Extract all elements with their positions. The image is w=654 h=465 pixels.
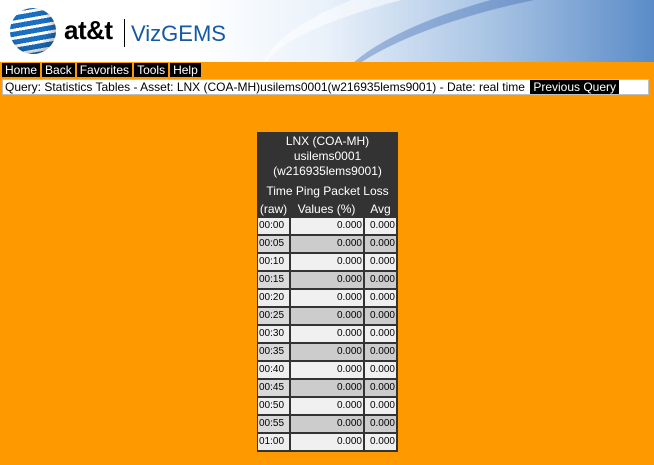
table-row: 00:25 0.000 0.000 [258, 308, 397, 324]
brand-logo-text: at&t [64, 15, 113, 45]
table-title-line: (w216935lems9001) [273, 164, 382, 178]
row-value-cell: 0.000 [291, 326, 363, 342]
query-bar: Query: Statistics Tables - Asset: LNX (C… [2, 79, 649, 95]
row-value-cell: 0.000 [291, 236, 363, 252]
row-avg-cell: 0.000 [365, 218, 396, 234]
menu-help-button[interactable]: Help [170, 63, 201, 77]
row-value-cell: 0.000 [291, 218, 363, 234]
row-time-cell: 00:25 [258, 308, 289, 324]
table-row: 00:15 0.000 0.000 [258, 272, 397, 288]
header-banner: at&t VizGEMS [0, 0, 654, 62]
row-value-cell: 0.000 [291, 398, 363, 414]
row-avg-cell: 0.000 [365, 434, 396, 450]
product-name: VizGEMS [131, 21, 226, 46]
table-row: 00:40 0.000 0.000 [258, 362, 397, 378]
table-row: 00:45 0.000 0.000 [258, 380, 397, 396]
menu-home-button[interactable]: Home [2, 63, 41, 77]
row-avg-cell: 0.000 [365, 290, 396, 306]
menu-tools-button[interactable]: Tools [134, 63, 169, 77]
statistics-table: LNX (COA-MH) usilems0001 (w216935lems900… [257, 132, 398, 452]
menu-favorites-button[interactable]: Favorites [76, 63, 133, 77]
table-row: 00:50 0.000 0.000 [258, 398, 397, 414]
query-description: Query: Statistics Tables - Asset: LNX (C… [5, 80, 525, 94]
row-avg-cell: 0.000 [365, 416, 396, 432]
row-avg-cell: 0.000 [365, 398, 396, 414]
table-title: LNX (COA-MH) usilems0001 (w216935lems900… [257, 132, 398, 182]
table-row: 00:10 0.000 0.000 [258, 254, 397, 270]
column-header-values: Values (%) [297, 202, 356, 216]
table-subtitle-row: Time Ping Packet Loss [257, 182, 398, 200]
table-row: 00:20 0.000 0.000 [258, 290, 397, 306]
table-column-headers: (raw) Values (%) Avg [257, 200, 398, 218]
row-value-cell: 0.000 [291, 290, 363, 306]
row-avg-cell: 0.000 [365, 326, 396, 342]
logo-divider [124, 19, 125, 47]
table-row: 00:30 0.000 0.000 [258, 326, 397, 342]
row-time-cell: 00:00 [258, 218, 289, 234]
menu-back-button[interactable]: Back [42, 63, 75, 77]
table-body: 00:00 0.000 0.000 00:05 0.000 0.000 00:10 0.000… [257, 218, 398, 450]
row-avg-cell: 0.000 [365, 308, 396, 324]
row-time-cell: 00:40 [258, 362, 289, 378]
row-avg-cell: 0.000 [365, 272, 396, 288]
table-title-line: usilems0001 [293, 149, 362, 163]
row-time-cell: 00:20 [258, 290, 289, 306]
row-value-cell: 0.000 [291, 416, 363, 432]
row-avg-cell: 0.000 [365, 380, 396, 396]
row-avg-cell: 0.000 [365, 344, 396, 360]
table-title-line: LNX (COA-MH) [285, 134, 370, 148]
row-value-cell: 0.000 [291, 272, 363, 288]
row-value-cell: 0.000 [291, 434, 363, 450]
row-value-cell: 0.000 [291, 362, 363, 378]
table-subtitle: Time Ping Packet Loss [266, 184, 389, 198]
table-row: 00:05 0.000 0.000 [258, 236, 397, 252]
table-row: 00:35 0.000 0.000 [258, 344, 397, 360]
row-time-cell: 00:55 [258, 416, 289, 432]
previous-query-button[interactable]: Previous Query [530, 80, 620, 94]
row-value-cell: 0.000 [291, 254, 363, 270]
row-time-cell: 00:50 [258, 398, 289, 414]
main-menu: Home Back Favorites Tools Help [2, 63, 201, 77]
row-time-cell: 01:00 [258, 434, 289, 450]
row-value-cell: 0.000 [291, 344, 363, 360]
table-row: 00:55 0.000 0.000 [258, 416, 397, 432]
row-value-cell: 0.000 [291, 380, 363, 396]
table-row: 01:00 0.000 0.000 [258, 434, 397, 450]
row-time-cell: 00:35 [258, 344, 289, 360]
row-time-cell: 00:30 [258, 326, 289, 342]
row-avg-cell: 0.000 [365, 254, 396, 270]
column-header-avg: Avg [370, 202, 391, 216]
row-value-cell: 0.000 [291, 308, 363, 324]
row-time-cell: 00:15 [258, 272, 289, 288]
row-time-cell: 00:05 [258, 236, 289, 252]
column-header-time: (raw) [259, 202, 288, 216]
att-globe-icon [10, 8, 56, 54]
row-avg-cell: 0.000 [365, 236, 396, 252]
table-row: 00:00 0.000 0.000 [258, 218, 397, 234]
row-time-cell: 00:45 [258, 380, 289, 396]
row-avg-cell: 0.000 [365, 362, 396, 378]
row-time-cell: 00:10 [258, 254, 289, 270]
